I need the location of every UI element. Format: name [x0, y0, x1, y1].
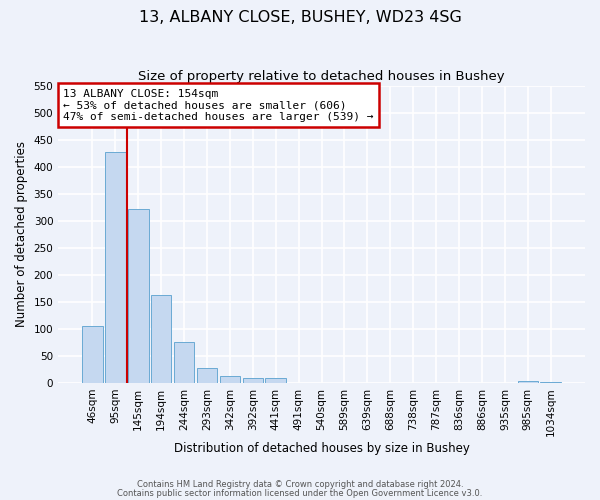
Bar — [82, 326, 103, 383]
Bar — [518, 382, 538, 383]
Text: Contains public sector information licensed under the Open Government Licence v3: Contains public sector information licen… — [118, 488, 482, 498]
Bar — [151, 295, 172, 383]
Bar — [220, 376, 240, 383]
Y-axis label: Number of detached properties: Number of detached properties — [15, 142, 28, 328]
Text: Contains HM Land Registry data © Crown copyright and database right 2024.: Contains HM Land Registry data © Crown c… — [137, 480, 463, 489]
Text: 13 ALBANY CLOSE: 154sqm
← 53% of detached houses are smaller (606)
47% of semi-d: 13 ALBANY CLOSE: 154sqm ← 53% of detache… — [64, 88, 374, 122]
Bar — [174, 342, 194, 383]
Bar — [265, 378, 286, 383]
Text: 13, ALBANY CLOSE, BUSHEY, WD23 4SG: 13, ALBANY CLOSE, BUSHEY, WD23 4SG — [139, 10, 461, 25]
Bar — [242, 378, 263, 383]
Bar — [128, 209, 149, 383]
X-axis label: Distribution of detached houses by size in Bushey: Distribution of detached houses by size … — [173, 442, 470, 455]
Bar — [105, 152, 125, 383]
Bar — [197, 368, 217, 383]
Title: Size of property relative to detached houses in Bushey: Size of property relative to detached ho… — [138, 70, 505, 83]
Bar — [541, 382, 561, 383]
